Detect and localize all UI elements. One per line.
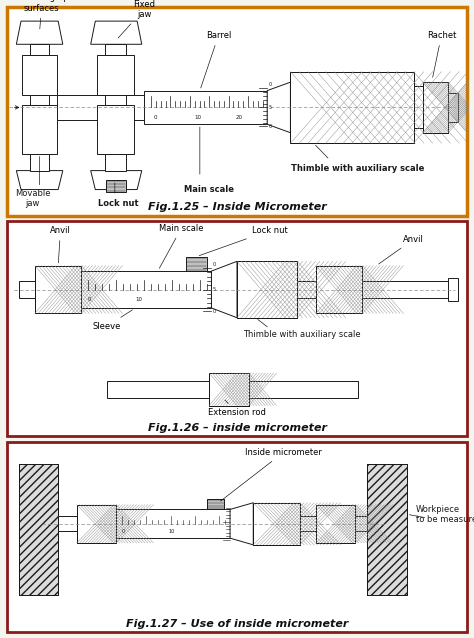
Polygon shape [144, 91, 267, 124]
Bar [423, 82, 448, 133]
Polygon shape [297, 281, 316, 298]
Bar [253, 503, 300, 545]
Polygon shape [97, 105, 134, 154]
Text: Extension rod: Extension rod [208, 400, 266, 417]
Text: Sleeve: Sleeve [93, 310, 132, 330]
Bar [316, 505, 356, 543]
Bar [207, 499, 225, 509]
Polygon shape [97, 55, 134, 95]
Bar [186, 256, 207, 271]
Bar [35, 265, 82, 313]
Polygon shape [448, 93, 457, 122]
Polygon shape [105, 95, 126, 105]
Text: 10: 10 [194, 115, 201, 120]
Bar [77, 505, 116, 543]
Text: Fig.1.27 – Use of inside micrometer: Fig.1.27 – Use of inside micrometer [126, 619, 348, 629]
Polygon shape [30, 44, 49, 55]
Polygon shape [30, 154, 49, 170]
Bar [316, 505, 356, 543]
Bar [316, 265, 363, 313]
Polygon shape [18, 281, 35, 298]
Polygon shape [91, 21, 142, 44]
Bar [291, 71, 413, 144]
Polygon shape [105, 154, 126, 170]
Polygon shape [22, 105, 57, 154]
Text: Thimble with auxiliary scale: Thimble with auxiliary scale [243, 330, 361, 339]
Polygon shape [58, 516, 77, 531]
Text: 0: 0 [269, 82, 272, 87]
Polygon shape [363, 281, 451, 298]
Bar [291, 71, 413, 144]
Text: Fig.1.26 – inside micrometer: Fig.1.26 – inside micrometer [147, 423, 327, 433]
Text: Thimble with auxiliary scale: Thimble with auxiliary scale [291, 163, 424, 173]
Polygon shape [267, 82, 291, 133]
Bar [423, 82, 448, 133]
Text: 20: 20 [236, 115, 243, 120]
Polygon shape [22, 55, 57, 95]
Bar [18, 464, 58, 595]
Polygon shape [82, 271, 211, 308]
Polygon shape [300, 516, 316, 531]
Text: Workpiece
to be measured: Workpiece to be measured [416, 505, 474, 524]
Polygon shape [211, 262, 237, 318]
Text: Fixed
jaw: Fixed jaw [118, 0, 155, 38]
Text: Lock nut: Lock nut [98, 200, 139, 209]
Text: 0: 0 [269, 124, 272, 130]
Bar [35, 265, 82, 313]
Text: Barrel: Barrel [201, 31, 231, 88]
Bar [237, 262, 297, 318]
Bar [209, 373, 248, 406]
Text: Measuring tips
surfaces: Measuring tips surfaces [11, 0, 73, 29]
Bar [316, 265, 363, 313]
Bar [18, 464, 58, 595]
Bar [106, 180, 126, 191]
Polygon shape [105, 44, 126, 55]
Text: 0: 0 [154, 115, 157, 120]
Text: Movable
jaw: Movable jaw [15, 189, 50, 209]
Polygon shape [16, 170, 63, 189]
Text: 10: 10 [135, 297, 142, 302]
Bar [367, 464, 407, 595]
Polygon shape [356, 516, 367, 531]
Text: Fig.1.25 – Inside Micrometer: Fig.1.25 – Inside Micrometer [147, 202, 327, 212]
Text: 5: 5 [269, 105, 272, 110]
Polygon shape [16, 21, 63, 44]
Polygon shape [57, 95, 154, 120]
Text: 5: 5 [213, 287, 216, 292]
Polygon shape [30, 95, 49, 105]
Text: Anvil: Anvil [50, 226, 71, 263]
Polygon shape [230, 503, 253, 545]
Text: 10: 10 [169, 530, 175, 535]
Bar [77, 505, 116, 543]
Text: 0: 0 [213, 262, 216, 267]
Text: 0: 0 [88, 297, 91, 302]
Bar [253, 503, 300, 545]
Text: Inside micrometer: Inside micrometer [220, 448, 322, 501]
Polygon shape [116, 509, 230, 538]
Text: Main scale: Main scale [159, 224, 203, 268]
Polygon shape [413, 86, 423, 128]
Text: Rachet: Rachet [427, 31, 456, 77]
Polygon shape [448, 278, 457, 302]
Text: Main scale: Main scale [184, 184, 234, 194]
Text: Lock nut: Lock nut [199, 226, 287, 256]
Text: 0: 0 [213, 309, 216, 315]
Polygon shape [91, 170, 142, 189]
Text: Anvil: Anvil [379, 235, 424, 264]
Bar [209, 373, 248, 406]
Text: 0: 0 [122, 530, 125, 535]
Polygon shape [107, 381, 358, 398]
Bar [367, 464, 407, 595]
Bar [237, 262, 297, 318]
